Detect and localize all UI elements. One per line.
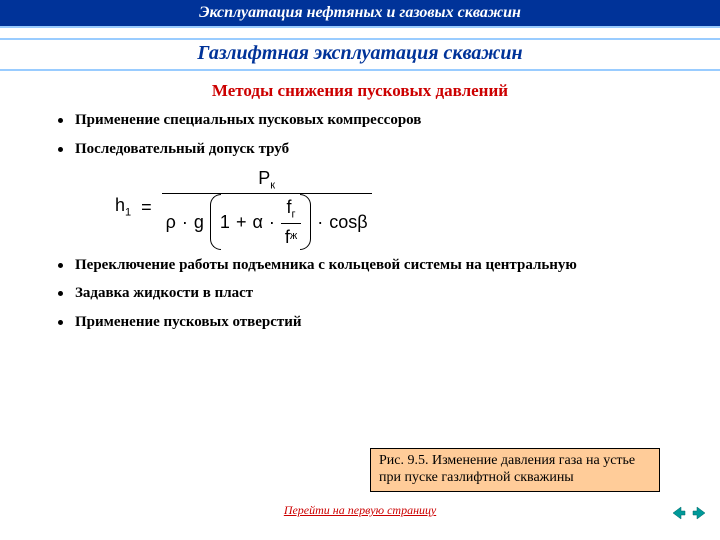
sub-1: 1 bbox=[125, 207, 131, 219]
subtitle-region: Газлифтная эксплуатация скважин bbox=[0, 38, 720, 71]
sub-k: к bbox=[270, 179, 275, 191]
var-h: h bbox=[115, 195, 125, 215]
dot2: · bbox=[269, 213, 275, 231]
list-item: Переключение работы подъемника с кольцев… bbox=[55, 256, 685, 275]
denominator: ρ · g 1 + α · fг bbox=[162, 193, 372, 246]
inner-num: fг bbox=[283, 198, 300, 223]
content: Применение специальных пусковых компресс… bbox=[0, 111, 720, 332]
formula-lhs: h1 bbox=[115, 195, 131, 219]
figure-caption: Рис. 9.5. Изменение давления газа на уст… bbox=[370, 448, 660, 492]
dot3: · bbox=[317, 213, 323, 231]
inner-den: fж bbox=[281, 223, 301, 246]
methods-list-1: Применение специальных пусковых компресс… bbox=[55, 111, 685, 159]
f-bot-sub: ж bbox=[290, 231, 297, 242]
section-title: Методы снижения пусковых давлений bbox=[0, 81, 720, 101]
list-item: Последовательный допуск труб bbox=[55, 140, 685, 159]
nav-arrows bbox=[670, 504, 708, 522]
rho: ρ bbox=[166, 213, 176, 231]
plus: + bbox=[236, 213, 247, 231]
inner-fraction: fг fж bbox=[281, 198, 301, 246]
g: g bbox=[194, 213, 204, 231]
header-bar: Эксплуатация нефтяных и газовых скважин bbox=[0, 0, 720, 28]
list-item: Применение специальных пусковых компресс… bbox=[55, 111, 685, 130]
f-top-sub: г bbox=[292, 209, 296, 221]
one: 1 bbox=[220, 213, 230, 231]
alpha: α bbox=[252, 213, 262, 231]
dot: · bbox=[182, 213, 188, 231]
arrow-right-icon bbox=[691, 505, 707, 521]
methods-list-2: Переключение работы подъемника с кольцев… bbox=[55, 256, 685, 332]
list-item: Задавка жидкости в пласт bbox=[55, 284, 685, 303]
subtitle: Газлифтная эксплуатация скважин bbox=[0, 42, 720, 65]
equals: = bbox=[141, 197, 152, 218]
cos: cos bbox=[329, 212, 357, 232]
first-page-link[interactable]: Перейти на первую страницу bbox=[0, 503, 720, 518]
prev-button[interactable] bbox=[670, 504, 688, 522]
var-P: P bbox=[258, 168, 270, 188]
main-fraction: Pк ρ · g 1 + α · fг bbox=[162, 169, 372, 246]
arrow-left-icon bbox=[671, 505, 687, 521]
beta: β bbox=[357, 212, 367, 232]
cosbeta: cosβ bbox=[329, 213, 367, 231]
next-button[interactable] bbox=[690, 504, 708, 522]
numerator: Pк bbox=[254, 169, 279, 194]
paren-group: 1 + α · fг fж bbox=[210, 198, 311, 246]
formula: h1 = Pк ρ · g 1 + α · bbox=[115, 169, 685, 246]
list-item: Применение пусковых отверстий bbox=[55, 313, 685, 332]
header-title: Эксплуатация нефтяных и газовых скважин bbox=[199, 4, 521, 21]
